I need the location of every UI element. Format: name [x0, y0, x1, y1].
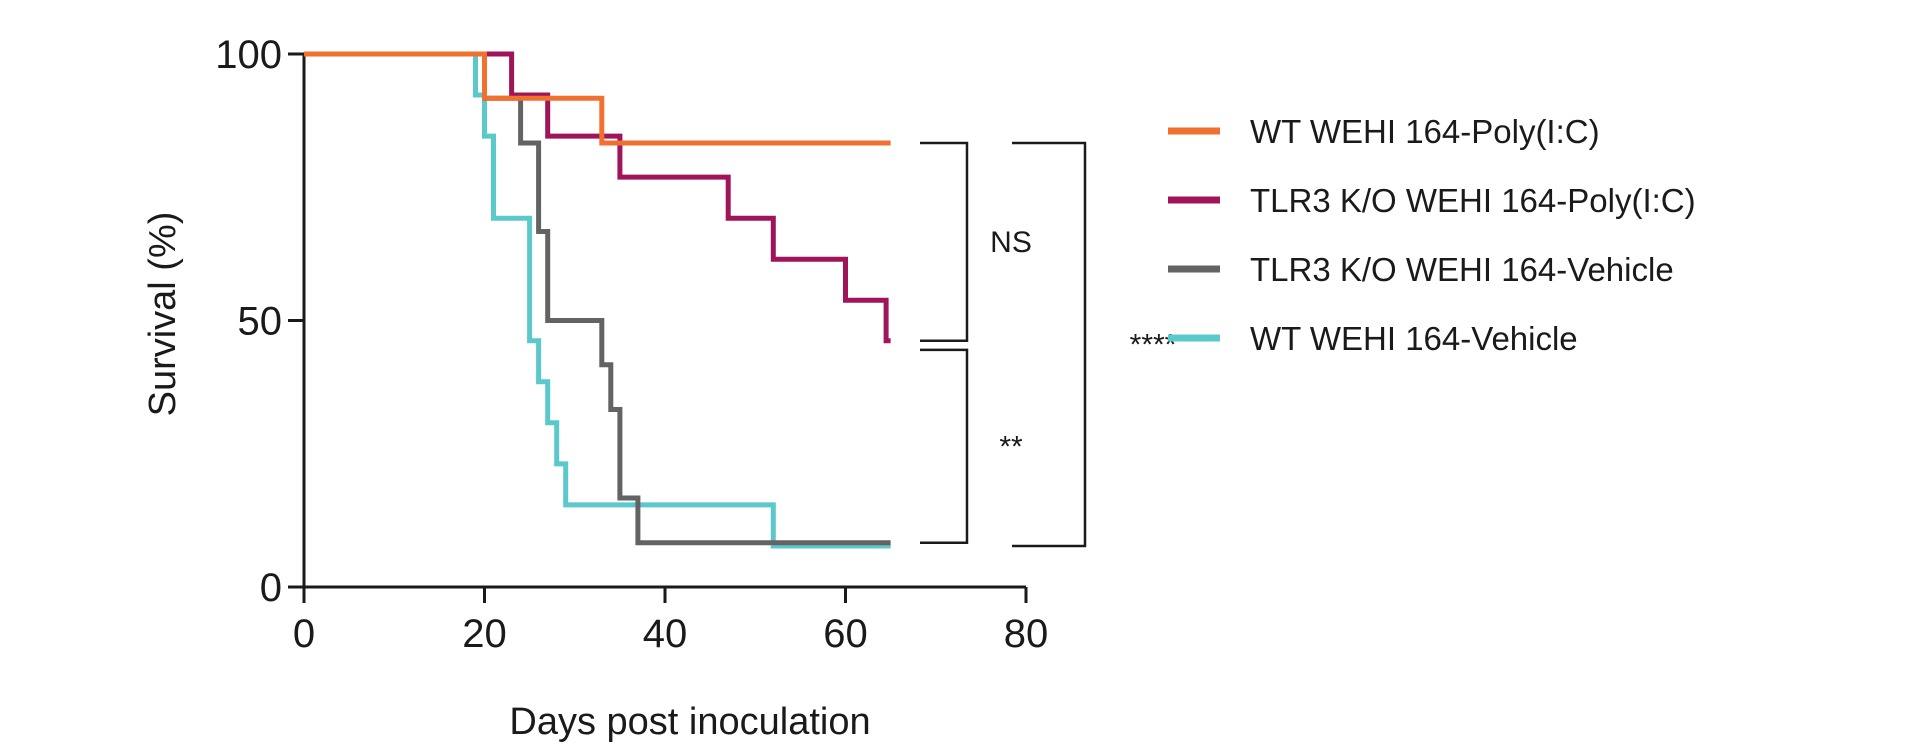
x-tick-label: 40	[643, 612, 688, 656]
significance-label: ****	[1130, 328, 1177, 361]
legend: WT WEHI 164-Poly(I:C) TLR3 K/O WEHI 164-P…	[1168, 113, 1696, 357]
significance-bracket	[920, 348, 969, 545]
x-tick-label: 20	[462, 612, 507, 656]
series-line-3	[304, 51, 891, 546]
legend-label: TLR3 K/O WEHI 164-Vehicle	[1250, 251, 1674, 288]
y-tick-label: 100	[215, 33, 282, 77]
series-line-4	[304, 51, 891, 549]
legend-label: WT WEHI 164-Poly(I:C)	[1250, 113, 1600, 150]
y-axis-title: Survival (%)	[142, 212, 184, 417]
y-tick-label: 50	[238, 300, 283, 344]
x-tick-label: 80	[1004, 612, 1049, 656]
significance-label: NS	[990, 226, 1032, 259]
x-ticks: 0 20 40 60 80	[293, 587, 1048, 656]
x-axis-title: Days post inoculation	[509, 701, 870, 743]
legend-label: WT WEHI 164-Vehicle	[1250, 320, 1578, 357]
axes: 0 50 100 0 20 40 60 80	[215, 33, 1048, 656]
legend-label: TLR3 K/O WEHI 164-Poly(I:C)	[1250, 182, 1696, 219]
significance-label: **	[999, 430, 1023, 463]
series-group	[304, 51, 891, 549]
significance-bracket	[1012, 141, 1087, 548]
significance-brackets: NS******	[920, 141, 1177, 548]
x-tick-label: 0	[293, 612, 315, 656]
series-line-1	[304, 51, 891, 146]
significance-bracket	[920, 141, 969, 343]
y-ticks: 0 50 100	[215, 33, 304, 610]
series-line-2	[304, 51, 891, 344]
x-tick-label: 60	[823, 612, 868, 656]
y-tick-label: 0	[260, 566, 282, 610]
